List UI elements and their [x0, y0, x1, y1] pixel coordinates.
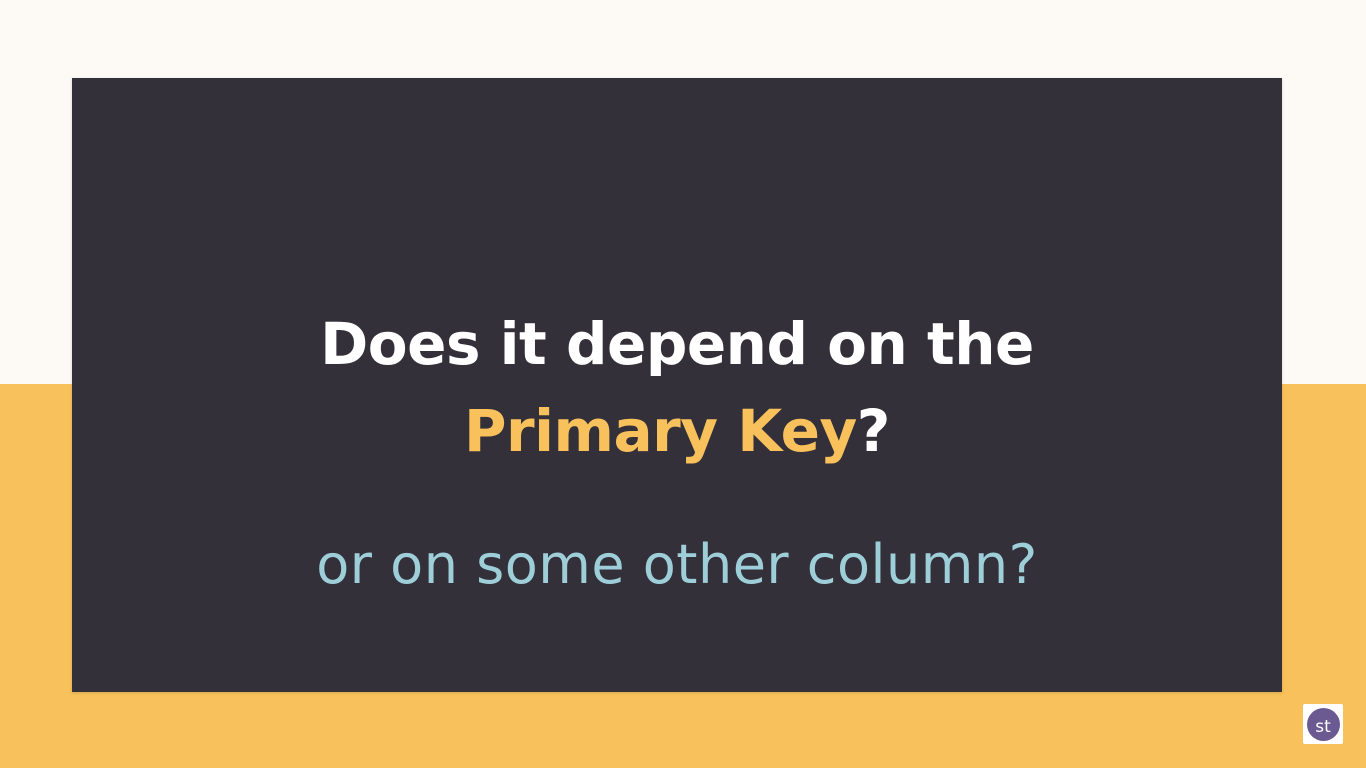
- question-line-2: Primary Key?: [72, 402, 1282, 460]
- question-line-1: Does it depend on the: [320, 310, 1034, 378]
- channel-logo-text: st: [1315, 716, 1331, 737]
- slide-card: Does it depend on the Primary Key? or on…: [72, 78, 1282, 692]
- channel-logo-icon: st: [1306, 707, 1340, 741]
- primary-key-highlight: Primary Key: [464, 397, 857, 465]
- question-subtitle: or on some other column?: [316, 533, 1038, 596]
- question-mark: ?: [856, 397, 891, 465]
- channel-logo[interactable]: st: [1303, 704, 1343, 744]
